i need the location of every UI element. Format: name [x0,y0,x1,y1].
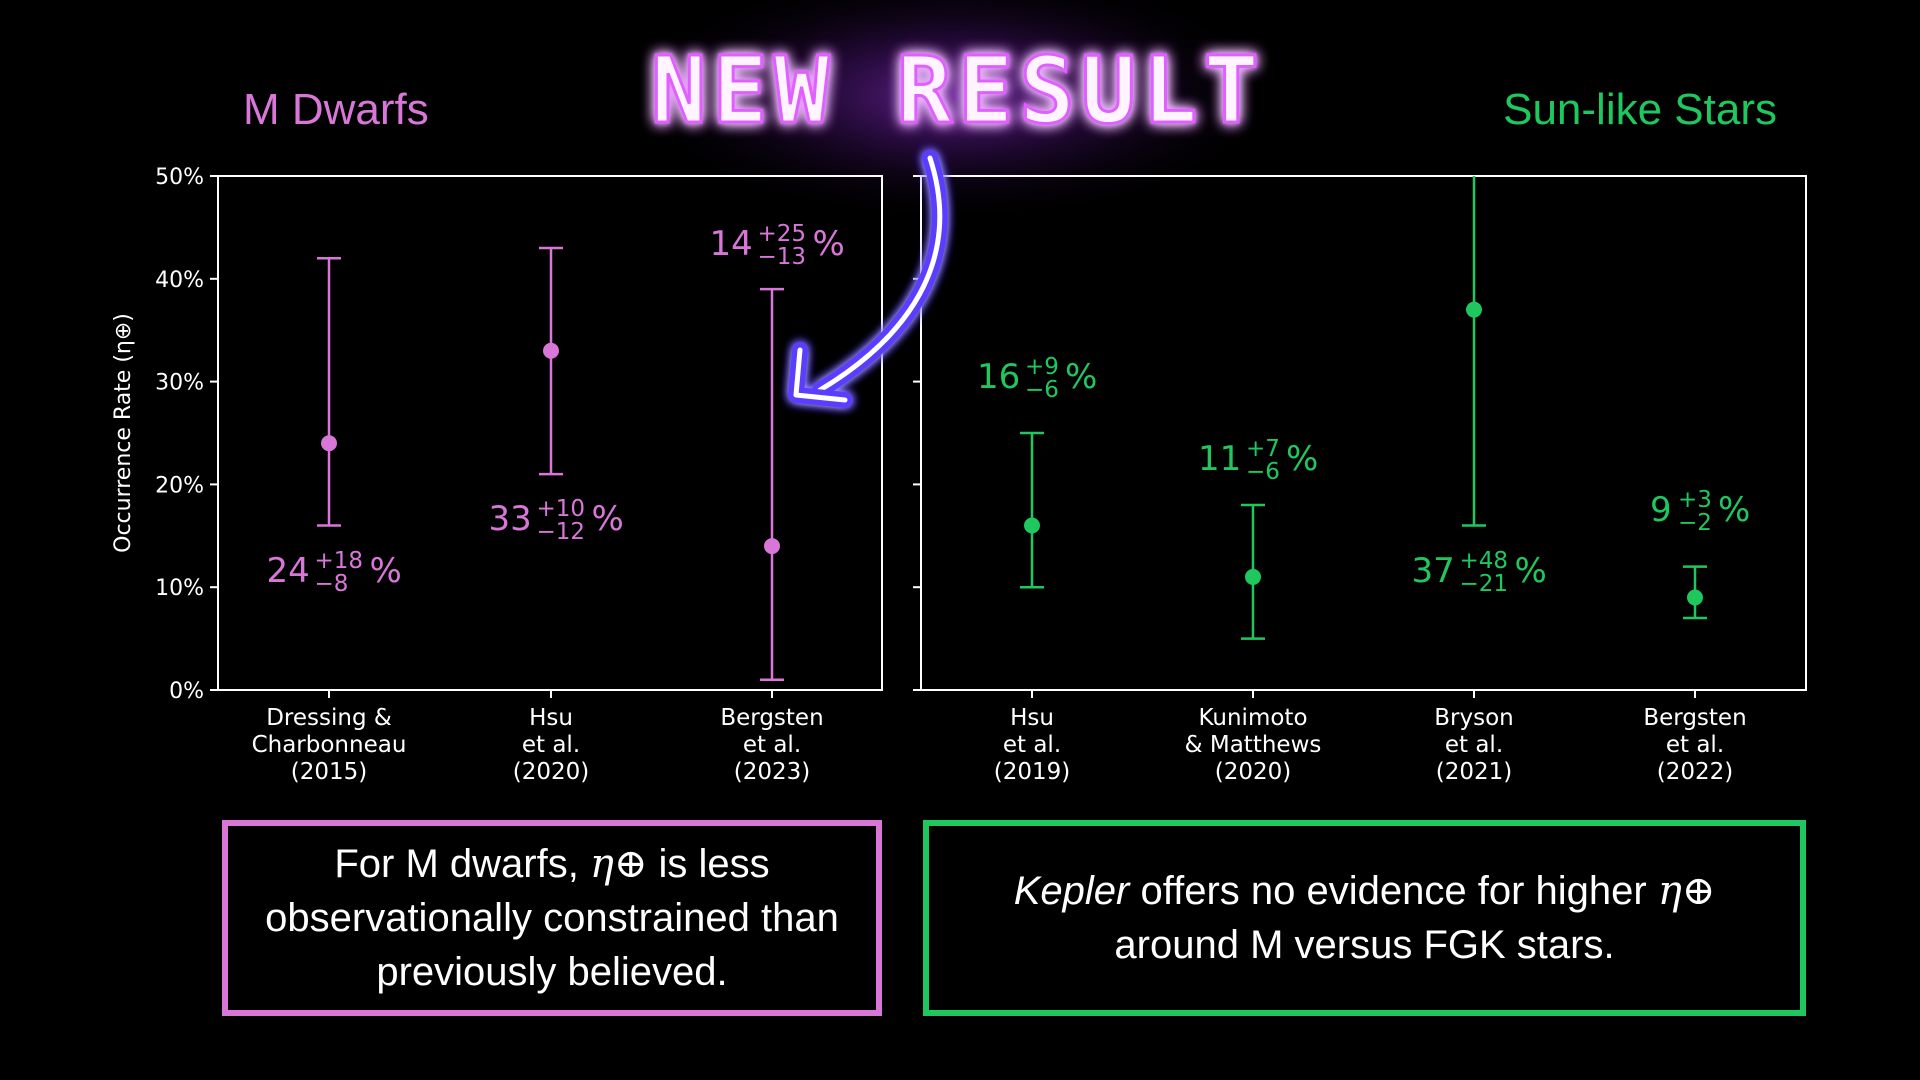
y-tick-label: 30% [155,371,204,396]
value-label-minus: −6 [1025,377,1059,403]
callout-sun-like: Kepler offers no evidence for higher η⊕ … [923,820,1806,1016]
panel-title-m-dwarfs: M Dwarfs [243,85,429,134]
value-label-pct: % [813,224,845,264]
y-tick-label: 20% [155,473,204,498]
x-tick-label: (2022) [1657,759,1733,785]
value-label-main: 33 [489,499,532,539]
value-label-main: 37 [1412,551,1455,591]
x-tick-label: et al. [1003,732,1061,758]
value-label-minus: −21 [1460,571,1509,597]
x-tick-label: Bergsten [720,705,823,731]
value-label-minus: −2 [1678,510,1712,536]
value-label: 33 +10−12% [489,496,624,545]
callout-m-eta: η⊕ [589,841,648,887]
data-point [1466,301,1482,318]
x-tick-label: (2019) [994,759,1070,785]
callout-s-em: Kepler [1013,869,1130,913]
callout-m-pre: For M dwarfs, [334,842,590,886]
value-label-pct: % [1718,490,1750,530]
x-tick-label: Hsu [529,705,573,731]
x-tick-label: Bryson [1434,705,1513,731]
x-tick-label: Charbonneau [252,732,407,758]
value-label-pct: % [370,551,402,591]
x-tick-label: Bergsten [1643,705,1746,731]
callout-s-eta: η⊕ [1657,868,1716,914]
y-tick-label: 10% [155,576,204,601]
data-point [1687,589,1703,606]
plots-group: 0%10%20%30%40%50%Dressing &Charbonneau(2… [111,165,1807,785]
x-tick-label: (2021) [1436,759,1512,785]
value-label-main: 14 [710,224,753,264]
value-label-pct: % [1286,439,1318,479]
value-label-minus: −12 [537,519,586,545]
data-point [321,435,337,452]
value-label-pct: % [592,499,624,539]
y-tick-label: 0% [169,679,204,704]
x-tick-label: et al. [743,732,801,758]
x-tick-label: (2020) [1215,759,1291,785]
value-label: 9 +3−2% [1650,487,1750,536]
y-tick-label: 40% [155,268,204,293]
headline: NEW RESULT [651,37,1265,144]
x-tick-label: & Matthews [1185,732,1322,758]
x-tick-label: Hsu [1010,705,1054,731]
callout-s-end: around M versus FGK stars. [1114,923,1615,967]
value-label-plus: +10 [537,496,586,522]
data-point [1024,517,1040,534]
x-tick-label: et al. [522,732,580,758]
plot-frame-1 [920,175,1807,691]
value-label-plus: +18 [315,548,364,574]
value-label: 16 +9−6% [977,354,1097,403]
value-label: 11 +7−6% [1198,436,1318,485]
value-label-pct: % [1515,551,1547,591]
callout-m-dwarfs: For M dwarfs, η⊕ is less observationally… [222,820,882,1016]
y-axis-label: Occurrence Rate (η⊕) [111,313,136,553]
value-label-plus: +3 [1678,487,1712,513]
value-label-minus: −8 [315,571,349,597]
x-tick-label: et al. [1445,732,1503,758]
panel-title-sun-like: Sun-like Stars [1503,85,1777,134]
data-point [764,538,780,555]
value-label: 14 +25−13% [710,221,845,270]
x-tick-label: (2015) [291,759,367,785]
value-label-plus: +9 [1025,354,1059,380]
value-label-minus: −13 [758,244,807,270]
value-label-main: 24 [267,551,310,591]
data-point [543,342,559,359]
value-label-minus: −6 [1246,459,1280,485]
value-label-main: 9 [1650,490,1672,530]
callout-m-post: is less observationally constrained than… [265,842,839,994]
value-label-main: 11 [1198,439,1241,479]
value-label-plus: +48 [1460,548,1509,574]
x-tick-label: Kunimoto [1198,705,1307,731]
value-label-plus: +25 [758,221,807,247]
value-label: 37 +48−21% [1412,548,1547,597]
x-tick-label: (2023) [734,759,810,785]
y-tick-label: 50% [155,165,204,190]
arrow-icon [788,150,948,408]
headline-halo [625,0,1285,225]
x-tick-label: Dressing & [266,705,392,731]
callout-s-post: offers no evidence for higher [1129,869,1658,913]
value-label-main: 16 [977,357,1020,397]
x-tick-label: (2020) [513,759,589,785]
value-label: 24 +18−8% [267,548,402,597]
value-label-pct: % [1065,357,1097,397]
data-point [1245,568,1261,585]
value-label-plus: +7 [1246,436,1280,462]
x-tick-label: et al. [1666,732,1724,758]
